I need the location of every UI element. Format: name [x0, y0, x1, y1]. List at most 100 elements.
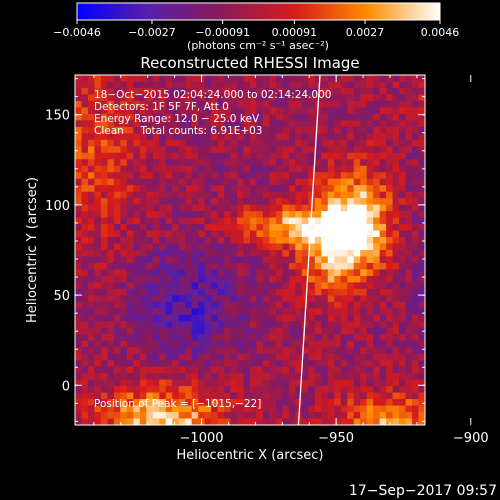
heatmap-cell: [418, 282, 426, 290]
heatmap-cell: [139, 243, 147, 251]
heatmap-cell: [256, 211, 264, 218]
heatmap-cell: [172, 314, 180, 322]
heatmap-cell: [321, 321, 329, 329]
heatmap-cell: [275, 178, 283, 186]
heatmap-cell: [126, 81, 134, 89]
heatmap-cell: [152, 185, 160, 193]
heatmap-cell: [185, 126, 193, 134]
heatmap-cell: [211, 275, 218, 283]
heatmap-cell: [386, 172, 393, 180]
heatmap-cell: [353, 146, 361, 154]
heatmap-cell: [321, 275, 329, 283]
heatmap-cell: [172, 282, 180, 290]
heatmap-cell: [295, 360, 303, 368]
heatmap-cell: [172, 185, 180, 193]
heatmap-cell: [159, 353, 167, 361]
heatmap-cell: [340, 262, 348, 270]
heatmap-cell: [217, 275, 225, 283]
heatmap-cell: [360, 288, 368, 296]
heatmap-cell: [321, 100, 329, 108]
heatmap-cell: [120, 405, 128, 413]
heatmap-cell: [373, 75, 381, 82]
heatmap-cell: [373, 334, 381, 342]
heatmap-cell: [198, 366, 206, 374]
heatmap-cell: [256, 269, 264, 277]
heatmap-cell: [237, 211, 244, 218]
heatmap-cell: [334, 100, 342, 108]
heatmap-cell: [237, 81, 244, 89]
heatmap-cell: [126, 120, 134, 128]
heatmap-cell: [165, 334, 173, 342]
heatmap-cell: [146, 237, 154, 244]
heatmap-cell: [347, 87, 355, 95]
heatmap-cell: [405, 81, 413, 89]
heatmap-cell: [211, 75, 218, 82]
heatmap-cell: [340, 360, 348, 368]
heatmap-cell: [211, 353, 218, 361]
heatmap-cell: [146, 262, 154, 270]
heatmap-cell: [139, 295, 147, 303]
heatmap-cell: [321, 133, 329, 141]
heatmap-cell: [133, 405, 141, 413]
heatmap-cell: [204, 327, 212, 335]
heatmap-cell: [243, 87, 251, 95]
heatmap-cell: [139, 139, 147, 147]
heatmap-cell: [230, 347, 238, 355]
heatmap-cell: [250, 373, 257, 381]
heatmap-cell: [178, 379, 186, 387]
heatmap-cell: [198, 159, 206, 167]
heatmap-cell: [360, 178, 368, 186]
heatmap-cell: [418, 256, 426, 264]
heatmap-cell: [301, 334, 309, 342]
heatmap-cell: [191, 133, 199, 141]
heatmap-cell: [230, 81, 238, 89]
heatmap-cell: [405, 217, 413, 225]
heatmap-cell: [75, 191, 82, 199]
heatmap-cell: [211, 334, 218, 342]
heatmap-cell: [126, 107, 134, 115]
heatmap-cell: [379, 256, 387, 264]
heatmap-cell: [75, 347, 82, 355]
heatmap-cell: [295, 308, 303, 316]
heatmap-cell: [295, 100, 303, 108]
heatmap-cell: [100, 172, 108, 180]
heatmap-cell: [165, 256, 173, 264]
heatmap-cell: [308, 159, 316, 167]
heatmap-cell: [107, 230, 115, 238]
heatmap-cell: [308, 347, 316, 355]
heatmap-cell: [353, 139, 361, 147]
heatmap-cell: [120, 94, 128, 102]
heatmap-cell: [327, 126, 335, 134]
heatmap-cell: [386, 191, 393, 199]
heatmap-cell: [340, 172, 348, 180]
heatmap-cell: [353, 191, 361, 199]
heatmap-cell: [172, 152, 180, 160]
y-tick-label: 100: [45, 199, 70, 214]
heatmap-cell: [262, 340, 270, 348]
heatmap-cell: [282, 418, 290, 426]
heatmap-cell: [379, 250, 387, 257]
heatmap-cell: [230, 256, 238, 264]
heatmap-cell: [392, 211, 400, 218]
heatmap-cell: [386, 340, 393, 348]
heatmap-cell: [360, 275, 368, 283]
heatmap-cell: [269, 87, 277, 95]
heatmap-cell: [269, 288, 277, 296]
heatmap-cell: [392, 198, 400, 206]
heatmap-cell: [301, 321, 309, 329]
heatmap-cell: [269, 94, 277, 102]
heatmap-cell: [185, 399, 193, 406]
heatmap-cell: [172, 301, 180, 309]
heatmap-cell: [113, 366, 121, 374]
heatmap-cell: [256, 75, 264, 82]
heatmap-cell: [94, 418, 102, 426]
heatmap-cell: [133, 146, 141, 154]
heatmap-cell: [405, 262, 413, 270]
heatmap-cell: [107, 204, 115, 212]
heatmap-cell: [211, 243, 218, 251]
heatmap-cell: [152, 191, 160, 199]
heatmap-cell: [185, 75, 193, 82]
heatmap-cell: [165, 288, 173, 296]
heatmap-cell: [314, 87, 322, 95]
heatmap-cell: [418, 373, 426, 381]
